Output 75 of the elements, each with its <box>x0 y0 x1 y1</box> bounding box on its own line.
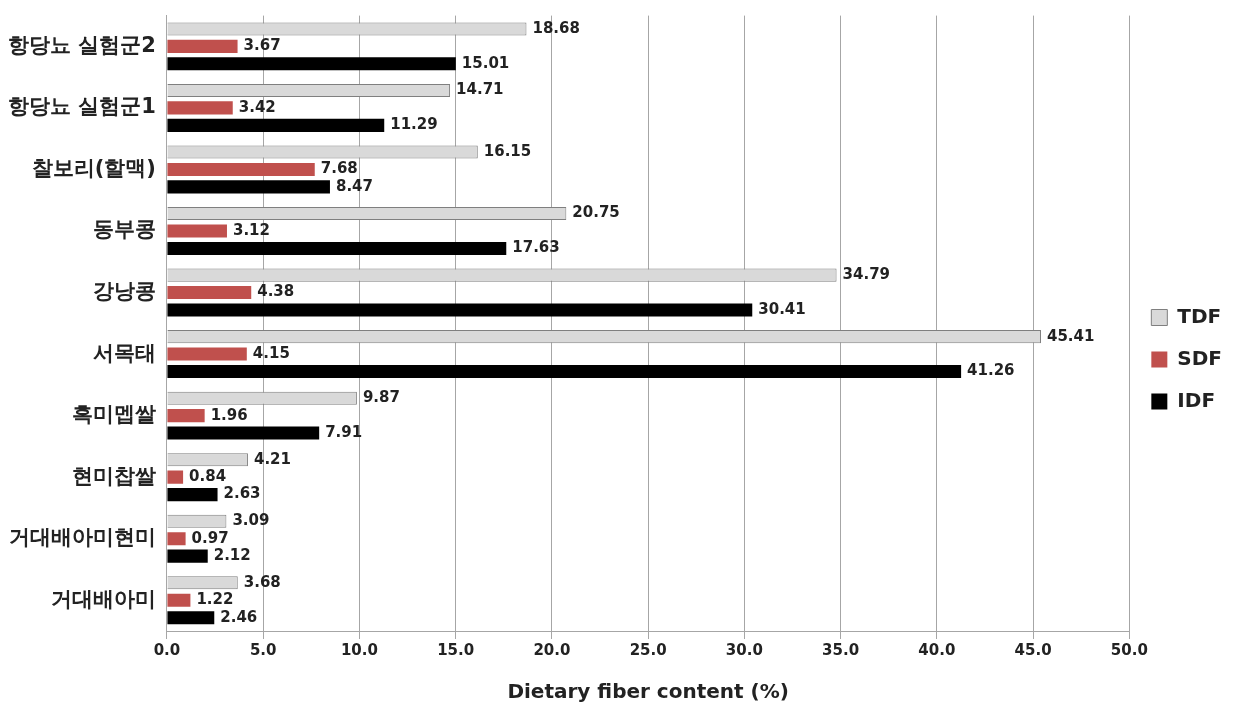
data-label: 3.09 <box>232 511 270 530</box>
data-label: 2.12 <box>213 546 251 565</box>
bar <box>167 532 186 546</box>
data-label: 7.91 <box>325 422 363 441</box>
x-tick-label: 25.0 <box>629 640 667 659</box>
data-label: 14.71 <box>456 80 504 99</box>
data-label: 18.68 <box>532 18 580 37</box>
y-tick-label: 항당뇨 실험군2 <box>7 32 156 57</box>
data-label: 34.79 <box>842 264 891 283</box>
data-label: 15.01 <box>461 53 510 72</box>
x-tick-label: 5.0 <box>249 640 277 659</box>
y-tick-label: 흑미멥쌀 <box>71 402 156 427</box>
legend-label: IDF <box>1177 387 1216 412</box>
bar <box>167 470 184 484</box>
y-tick-label: 거대배아미현미 <box>8 525 156 550</box>
data-label: 17.63 <box>512 238 560 257</box>
x-tick-label: 10.0 <box>340 640 378 659</box>
bar <box>167 364 962 379</box>
data-label: 16.15 <box>483 141 532 160</box>
y-tick-label: 항당뇨 실험군1 <box>7 94 156 119</box>
bar <box>167 409 205 423</box>
y-tick-label: 서목태 <box>92 340 156 365</box>
bar <box>167 101 233 115</box>
y-tick-label: 찰보리(할맥) <box>31 155 156 180</box>
bar <box>167 549 208 563</box>
bar <box>167 224 227 238</box>
bar <box>167 285 252 300</box>
bar <box>167 488 218 502</box>
data-label: 4.38 <box>257 282 295 301</box>
bar <box>167 347 247 361</box>
bar <box>167 39 238 53</box>
data-label: 30.41 <box>758 299 806 318</box>
data-label: 20.75 <box>572 203 620 222</box>
legend-label: SDF <box>1177 345 1222 370</box>
y-tick-label: 동부콩 <box>92 217 156 242</box>
data-label: 1.22 <box>196 590 234 609</box>
bar <box>167 426 320 440</box>
x-axis-title: Dietary fiber content (%) <box>507 679 789 704</box>
data-label: 11.29 <box>390 115 438 134</box>
x-tick-label: 20.0 <box>533 640 571 659</box>
data-label: 8.47 <box>335 176 373 195</box>
x-tick-label: 40.0 <box>918 640 956 659</box>
x-tick-label: 0.0 <box>153 640 181 659</box>
x-tick-label: 45.0 <box>1014 640 1052 659</box>
data-label: 9.87 <box>362 388 400 407</box>
data-label: 4.15 <box>252 343 290 362</box>
bar <box>167 593 191 607</box>
data-label: 0.84 <box>189 467 227 486</box>
y-tick-label: 강낭콩 <box>92 278 156 303</box>
data-label: 3.67 <box>243 36 281 55</box>
data-label: 41.26 <box>967 361 1015 380</box>
x-tick-label: 35.0 <box>822 640 860 659</box>
x-tick-label: 50.0 <box>1110 640 1148 659</box>
data-label: 3.42 <box>238 97 276 116</box>
data-label: 3.12 <box>232 220 270 239</box>
bar <box>167 611 215 625</box>
data-label: 7.68 <box>320 159 358 178</box>
bar <box>167 241 507 255</box>
data-label: 3.68 <box>243 572 281 591</box>
bar <box>167 118 385 132</box>
legend-label: TDF <box>1177 303 1222 328</box>
data-label: 2.63 <box>223 484 261 503</box>
data-label: 4.21 <box>253 449 291 468</box>
data-label: 0.97 <box>191 528 229 547</box>
bar <box>167 180 330 194</box>
data-label: 1.96 <box>210 405 248 424</box>
y-tick-label: 거대배아미 <box>50 586 156 611</box>
bar <box>167 162 315 176</box>
x-tick-label: 30.0 <box>725 640 763 659</box>
y-tick-label: 현미찹쌀 <box>71 463 156 488</box>
bar <box>167 303 753 317</box>
data-label: 45.41 <box>1046 326 1095 345</box>
x-tick-label: 15.0 <box>437 640 475 659</box>
bar <box>167 57 456 71</box>
data-label: 2.46 <box>220 607 258 626</box>
